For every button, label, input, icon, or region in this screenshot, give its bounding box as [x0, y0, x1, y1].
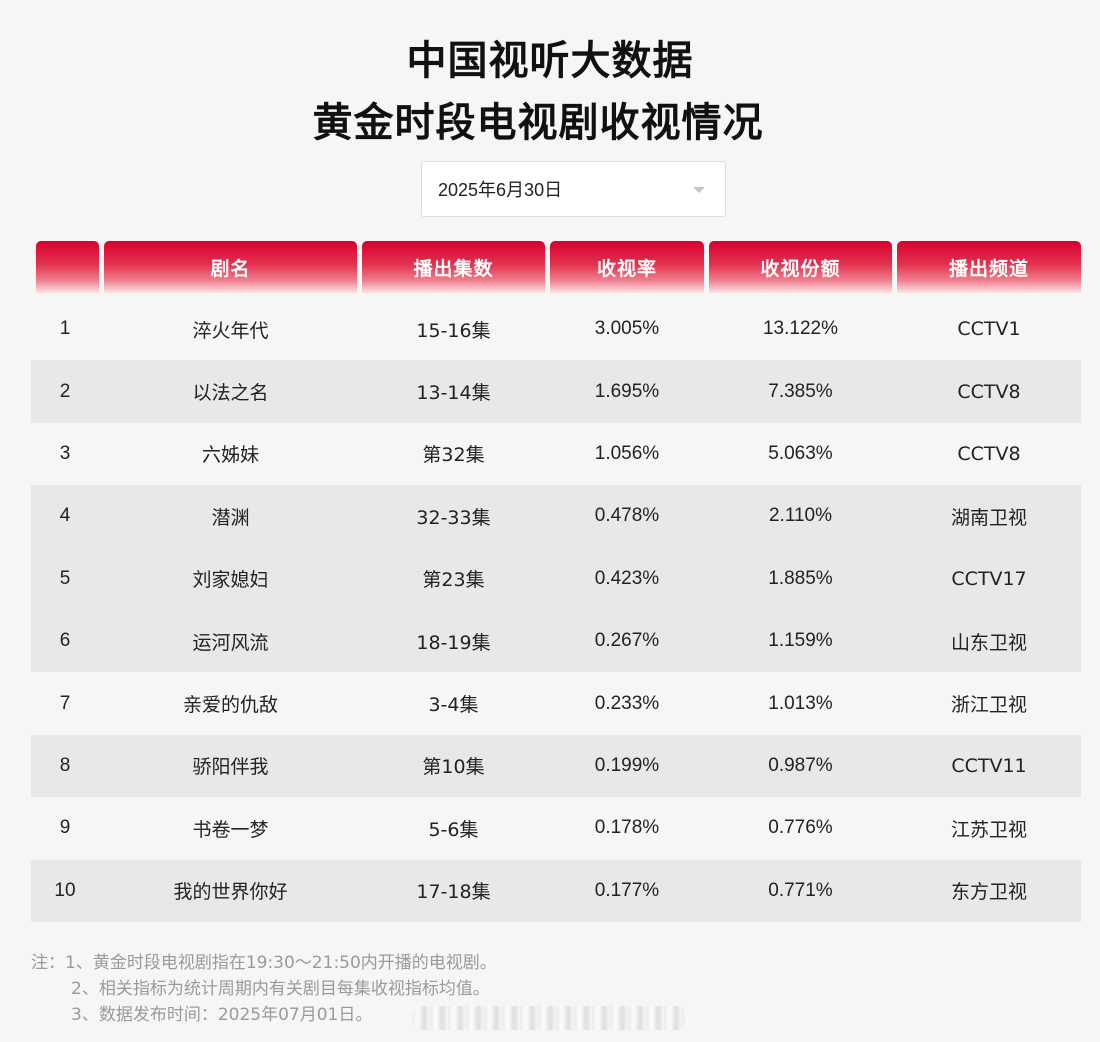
cell-rating: 0.478% [594, 505, 660, 527]
table-row: 4 潜渊 32-33集 0.478% 2.110% 湖南卫视 [31, 485, 1081, 548]
cell-channel: 江苏卫视 [950, 818, 1027, 841]
cell-share: 0.771% [768, 879, 833, 901]
cell-rank: 3 [59, 442, 71, 464]
cell-rating: 0.233% [594, 692, 660, 714]
watermark-blur [412, 1006, 688, 1030]
cell-title: 亲爱的仇敌 [182, 694, 278, 717]
cell-episodes: 3-4集 [428, 694, 479, 717]
date-select[interactable]: 2025年6月30日 [421, 161, 726, 217]
cell-rank: 6 [59, 630, 71, 652]
ratings-table: 剧名 播出集数 收视率 收视份额 播出频道 1 淬火年代 15-16集 3.00… [31, 241, 1081, 922]
cell-rank: 9 [59, 817, 71, 839]
table-row: 2 以法之名 13-14集 1.695% 7.385% CCTV8 [31, 360, 1081, 423]
cell-share: 0.987% [768, 754, 833, 776]
cell-channel: 湖南卫视 [950, 506, 1027, 529]
cell-rating: 0.267% [594, 630, 660, 652]
cell-channel: 山东卫视 [950, 631, 1027, 654]
cell-channel: 浙江卫视 [950, 694, 1027, 717]
chevron-down-icon [693, 187, 705, 193]
cell-rank: 8 [59, 754, 71, 776]
cell-rank: 7 [59, 692, 71, 714]
cell-title: 淬火年代 [192, 319, 269, 342]
cell-share: 1.159% [768, 630, 833, 652]
cell-episodes: 13-14集 [416, 382, 491, 405]
table-header: 剧名 播出集数 收视率 收视份额 播出频道 [31, 241, 1081, 293]
table-row: 6 运河风流 18-19集 0.267% 1.159% 山东卫视 [31, 609, 1081, 673]
cell-episodes: 第10集 [422, 756, 485, 779]
header-title: 剧名 [104, 241, 357, 293]
cell-title: 以法之名 [192, 382, 269, 405]
cell-episodes: 18-19集 [416, 631, 491, 654]
cell-rating: 0.199% [594, 754, 660, 776]
cell-channel: CCTV1 [957, 318, 1021, 341]
footnotes: 注：1、黄金时段电视剧指在19:30～21:50内开播的电视剧。 2、相关指标为… [31, 950, 497, 1028]
footnote-2: 2、相关指标为统计周期内有关剧目每集收视指标均值。 [71, 979, 490, 999]
header-channel: 播出频道 [897, 241, 1081, 293]
cell-channel: CCTV11 [951, 754, 1027, 777]
cell-episodes: 第23集 [422, 569, 485, 592]
date-select-value: 2025年6月30日 [438, 180, 563, 200]
page-title: 中国视听大数据 [406, 38, 694, 84]
cell-title: 刘家媳妇 [192, 569, 269, 592]
page-subtitle: 黄金时段电视剧收视情况 [312, 100, 764, 146]
header-rating: 收视率 [550, 241, 704, 293]
cell-rank: 2 [59, 380, 71, 402]
cell-title: 书卷一梦 [192, 818, 269, 841]
footnote-3: 3、数据发布时间：2025年07月01日。 [71, 1005, 373, 1025]
cell-rank: 5 [59, 567, 71, 589]
cell-episodes: 5-6集 [428, 818, 479, 841]
cell-rating: 1.695% [594, 380, 660, 402]
cell-share: 0.776% [768, 817, 833, 839]
cell-channel: CCTV8 [957, 442, 1021, 465]
cell-share: 2.110% [768, 505, 833, 527]
cell-channel: 东方卫视 [950, 881, 1027, 904]
cell-share: 7.385% [768, 380, 833, 402]
cell-episodes: 32-33集 [416, 506, 491, 529]
header-episodes: 播出集数 [362, 241, 545, 293]
cell-title: 我的世界你好 [173, 881, 288, 904]
cell-episodes: 17-18集 [416, 881, 491, 904]
cell-channel: CCTV8 [957, 380, 1021, 403]
cell-rank: 4 [59, 505, 71, 527]
header-rank [36, 241, 99, 293]
cell-share: 1.013% [768, 692, 833, 714]
cell-title: 骄阳伴我 [192, 756, 269, 779]
cell-rating: 0.178% [594, 817, 660, 839]
cell-episodes: 第32集 [422, 444, 485, 467]
table-row: 5 刘家媳妇 第23集 0.423% 1.885% CCTV17 [31, 547, 1081, 610]
table-row: 9 书卷一梦 5-6集 0.178% 0.776% 江苏卫视 [31, 797, 1081, 859]
header-share: 收视份额 [709, 241, 892, 293]
cell-rating: 1.056% [594, 442, 660, 464]
table-row: 10 我的世界你好 17-18集 0.177% 0.771% 东方卫视 [31, 859, 1081, 922]
cell-rating: 0.423% [594, 567, 660, 589]
cell-rating: 3.005% [594, 318, 660, 340]
cell-rank: 10 [54, 879, 76, 901]
cell-channel: CCTV17 [951, 567, 1027, 590]
table-body: 1 淬火年代 15-16集 3.005% 13.122% CCTV1 2 以法之… [31, 298, 1081, 922]
cell-episodes: 15-16集 [416, 319, 491, 342]
cell-rating: 0.177% [594, 879, 660, 901]
cell-share: 13.122% [762, 318, 838, 340]
footnote-1: 注：1、黄金时段电视剧指在19:30～21:50内开播的电视剧。 [31, 953, 497, 973]
table-row: 1 淬火年代 15-16集 3.005% 13.122% CCTV1 [31, 298, 1081, 360]
cell-title: 潜渊 [211, 506, 250, 529]
cell-share: 1.885% [768, 567, 833, 589]
cell-title: 运河风流 [192, 631, 269, 654]
cell-rank: 1 [59, 318, 71, 340]
cell-share: 5.063% [768, 442, 833, 464]
table-row: 3 六姊妹 第32集 1.056% 5.063% CCTV8 [31, 423, 1081, 485]
cell-title: 六姊妹 [201, 444, 259, 467]
table-row: 8 骄阳伴我 第10集 0.199% 0.987% CCTV11 [31, 734, 1081, 798]
table-row: 7 亲爱的仇敌 3-4集 0.233% 1.013% 浙江卫视 [31, 672, 1081, 734]
